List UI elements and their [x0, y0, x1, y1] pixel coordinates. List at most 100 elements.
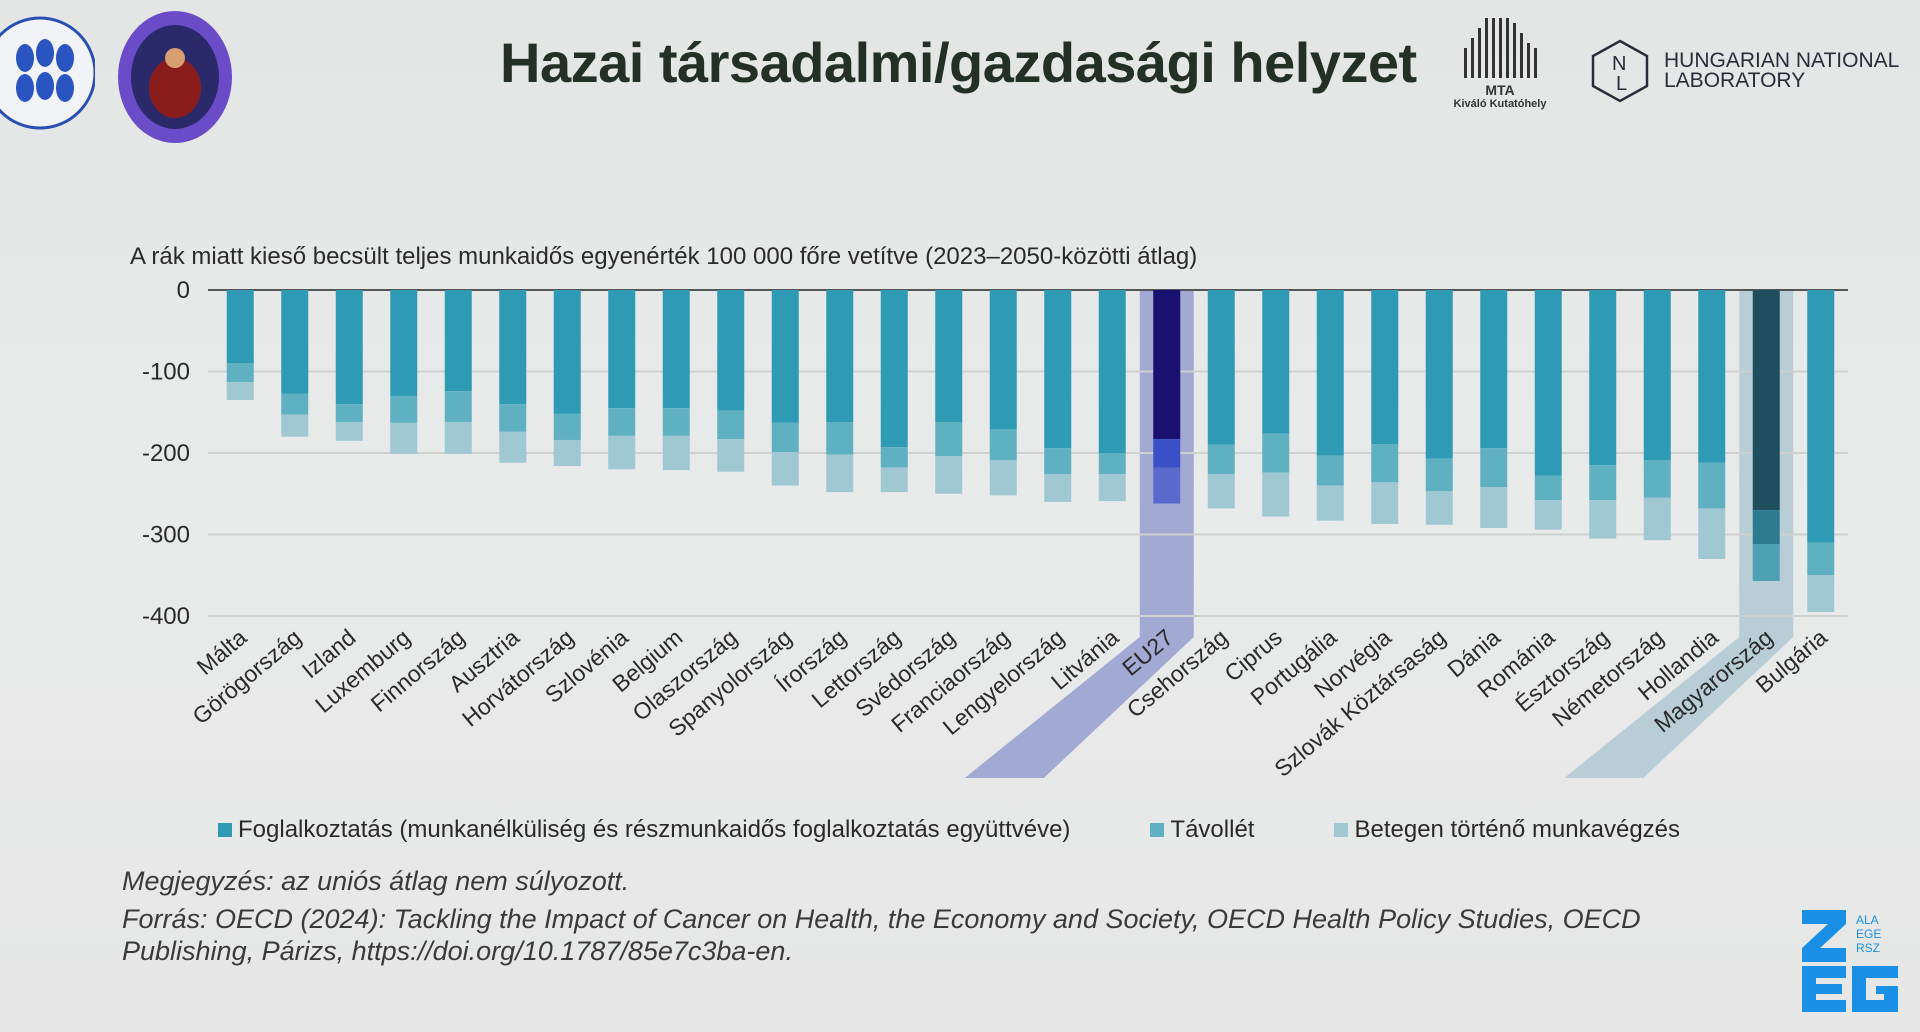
legend-label: Távollét: [1170, 816, 1255, 843]
bar-segment: [880, 467, 908, 493]
bar-segment: [444, 422, 472, 454]
bar-segment: [1153, 290, 1181, 440]
bar-segment: [1316, 290, 1344, 456]
y-tick-label: -400: [142, 603, 190, 630]
bar-segment: [1752, 544, 1780, 581]
bar-segment: [1207, 474, 1235, 509]
mta-logo-text: MTA: [1485, 82, 1515, 98]
bar-segment: [553, 413, 581, 440]
bar-segment: [553, 439, 581, 467]
bar-segment: [1698, 508, 1726, 559]
bar-segment: [1044, 474, 1072, 502]
bar-segment: [771, 452, 799, 486]
bar-segment: [1098, 453, 1126, 475]
mta-logo-subtext: Kiváló Kutatóhely: [1453, 98, 1547, 110]
bar-segment: [880, 290, 908, 448]
bar-segment: [989, 290, 1017, 430]
y-tick-label: -100: [142, 359, 190, 386]
bar-segment: [1643, 290, 1671, 461]
bar-segment: [390, 422, 418, 454]
slide-title: Hazai társadalmi/gazdasági helyzet: [500, 31, 1417, 94]
bar-segment: [553, 290, 581, 414]
hnl-logo-line2: LABORATORY: [1664, 69, 1806, 92]
bar-segment: [662, 435, 690, 471]
legend-swatch: [1334, 823, 1349, 837]
bar-segment: [1425, 491, 1453, 525]
bar-segment: [989, 429, 1017, 461]
bar-segment: [1371, 482, 1399, 524]
chart-legend: Foglalkoztatás (munkanélküliség és részm…: [218, 816, 1760, 844]
bar-segment: [444, 290, 472, 392]
legend-item-employment: Foglalkoztatás (munkanélküliség és részm…: [218, 816, 1070, 844]
svg-text:ALA: ALA: [1856, 913, 1879, 927]
bar-segment: [935, 422, 963, 457]
bar-segment: [390, 395, 418, 423]
bar-segment: [1098, 474, 1126, 502]
bar-segment: [1752, 510, 1780, 545]
bar-segment: [1316, 485, 1344, 521]
bar-segment: [826, 290, 854, 423]
svg-text:EGE: EGE: [1856, 927, 1881, 941]
bar-segment: [1153, 439, 1181, 468]
highlight-band: [1564, 290, 1794, 778]
bar-segment: [1534, 475, 1562, 501]
source-line-2: Publishing, Párizs, https://doi.org/10.1…: [122, 936, 793, 966]
bar-segment: [608, 435, 636, 470]
bar-segment: [989, 460, 1017, 496]
legend-label: Foglalkoztatás (munkanélküliség és részm…: [238, 816, 1071, 843]
bar-segment: [444, 391, 472, 423]
svg-text:RSZ: RSZ: [1856, 941, 1880, 955]
y-tick-label: 0: [177, 277, 190, 304]
legend-item-presenteeism: Betegen történő munkavégzés: [1334, 816, 1680, 844]
svg-text:N: N: [1612, 53, 1626, 75]
y-tick-label: -200: [142, 440, 190, 467]
bar-segment: [1534, 290, 1562, 476]
chart-note: Megjegyzés: az uniós átlag nem súlyozott…: [122, 866, 630, 896]
chart-title: A rák miatt kieső becsült teljes munkaid…: [130, 243, 1197, 270]
bar-segment: [226, 290, 254, 364]
bar-segment: [662, 290, 690, 409]
legend-swatch: [1150, 823, 1165, 837]
bar-segment: [335, 290, 363, 405]
bar-segment: [717, 290, 745, 411]
legend-swatch: [218, 823, 232, 837]
bar-segment: [281, 414, 309, 437]
bar-segment: [771, 290, 799, 423]
bar-segment: [1262, 290, 1290, 434]
bar-segment: [1643, 460, 1671, 498]
bar-segment: [1807, 290, 1835, 543]
bar-segment: [1153, 467, 1181, 504]
bar-segment: [281, 290, 309, 394]
bar-segment: [935, 290, 963, 423]
bar-segment: [1316, 455, 1344, 486]
bar-segment: [499, 290, 527, 405]
hnl-logo: N L HUNGARIAN NATIONAL LABORATORY: [1590, 38, 1899, 104]
bar-segment: [1698, 290, 1726, 463]
bar-segment: [935, 456, 963, 494]
bar-segment: [1589, 465, 1617, 501]
bar-segment: [1262, 472, 1290, 517]
bar-segment: [226, 363, 254, 383]
bar-segment: [1807, 542, 1835, 576]
bar-segment: [1207, 290, 1235, 445]
bar-segment: [1371, 444, 1399, 483]
highlight-band: [964, 290, 1194, 778]
mta-logo: MTA Kiváló Kutatóhely: [1440, 18, 1560, 110]
bar-segment: [1534, 500, 1562, 530]
bar-segment: [1480, 290, 1508, 449]
bar-segment: [880, 447, 908, 468]
y-tick-label: -300: [142, 522, 190, 549]
bar-segment: [281, 393, 309, 415]
bar-segment: [1643, 497, 1671, 541]
bar-segment: [1044, 290, 1072, 449]
bar-segment: [1262, 433, 1290, 473]
bar-segment: [1480, 487, 1508, 528]
legend-label: Betegen történő munkavégzés: [1354, 816, 1681, 843]
academy-seal-logo: [115, 8, 235, 151]
bar-segment: [499, 404, 527, 432]
hexagon-icon: N L: [1591, 39, 1649, 103]
bar-segment: [1044, 448, 1072, 475]
hnl-logo-line1: HUNGARIAN NATIONAL: [1664, 49, 1900, 72]
bar-segment: [662, 408, 690, 436]
